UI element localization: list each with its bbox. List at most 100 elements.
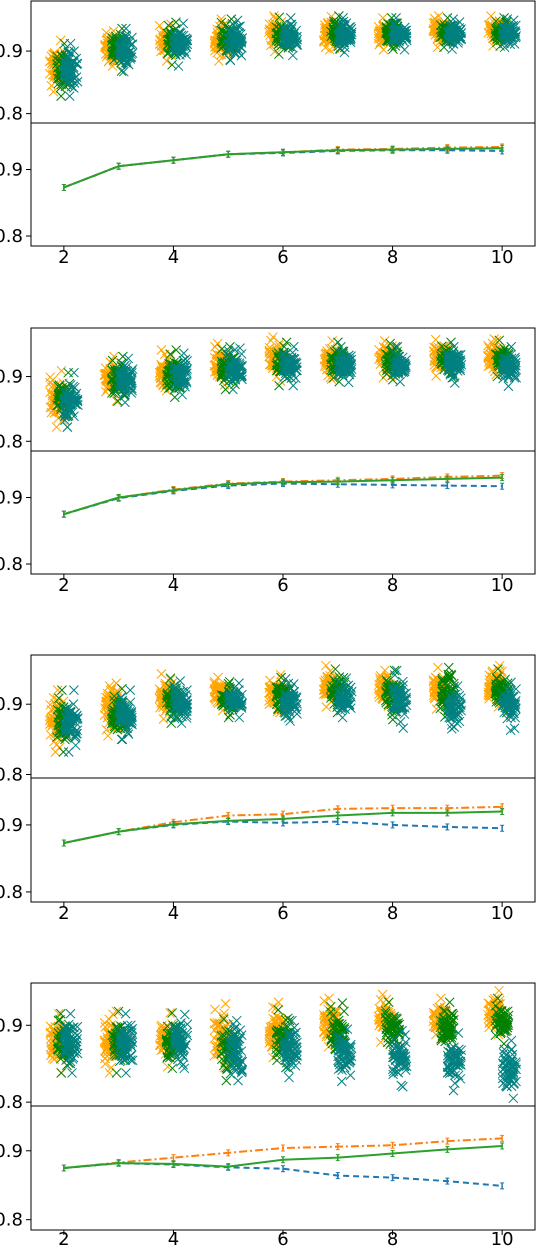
panel-1-scatter-point — [264, 24, 275, 34]
panel-1-scatter-point — [155, 34, 166, 44]
panel-2-scatter-point — [327, 336, 337, 346]
panel-3-scatter-point — [116, 734, 127, 745]
panel-2-scatter-point — [171, 345, 182, 355]
panel-2-scatter-point — [56, 365, 67, 376]
panel-2-scatter-point — [178, 348, 189, 359]
panel-3-scatter-point — [63, 747, 74, 757]
panel-1-scatter-point — [121, 23, 131, 34]
panel-2-line-ytick-label: 0.8 — [0, 554, 23, 575]
panel-3-scatter-point — [505, 725, 516, 736]
panel-3-xtick-label: 8 — [387, 903, 398, 924]
panel-3-scatter-point — [50, 747, 61, 757]
panel-2-series-line — [63, 482, 503, 516]
panel-1-scatter-point — [167, 59, 177, 70]
panel-1-scatter-ytick-label: 0.8 — [0, 104, 23, 125]
panel-2-scatter-point — [503, 381, 514, 392]
panel-2-scatter-point — [395, 376, 406, 387]
panel-1-scatter-frame — [30, 0, 536, 124]
panel-3-line-ytick-label: 0.8 — [0, 882, 23, 903]
panel-2-xtick-label: 10 — [491, 575, 514, 596]
panel-3-scatter-ytick-label: 0.8 — [0, 764, 23, 785]
panel-2-scatter-point — [392, 341, 403, 352]
panel-1-scatter-point — [65, 38, 76, 49]
panel-1-scatter-point — [339, 47, 350, 58]
panel-2-xtick-label: 8 — [387, 575, 398, 596]
panel-3-scatter-point — [387, 714, 398, 725]
panel-3-scatter-point — [176, 718, 187, 729]
panel-1-scatter-ytick-label: 0.9 — [0, 41, 23, 62]
panel-2-scatter-point — [333, 337, 343, 348]
panel-2-scatter-point — [177, 389, 188, 400]
panel-3-scatter-point — [125, 685, 136, 695]
panel-3-scatter-point — [511, 684, 521, 694]
panel-2-scatter-point — [448, 341, 459, 352]
panel-1-xtick-label: 10 — [491, 247, 514, 268]
panel-1-line-ytick-label: 0.9 — [0, 160, 23, 181]
panel-1-xtick-label: 6 — [277, 247, 288, 268]
panel-4-scatter-ytick-label: 0.8 — [0, 1092, 23, 1113]
panel-2-scatter-ytick-label: 0.9 — [0, 367, 23, 388]
panel-3-scatter-point — [234, 678, 244, 688]
panel-2-scatter-ytick-label: 0.8 — [0, 431, 23, 452]
panel-1-scatter-point — [173, 61, 184, 71]
panel-2-scatter-point — [111, 396, 122, 407]
panel-3-line-frame — [30, 777, 536, 903]
panel-2-xtick-label: 4 — [168, 575, 179, 596]
panel-3-scatter-point — [337, 712, 348, 723]
panel-2-scatter-point — [288, 380, 299, 391]
panel-1-scatter-point — [399, 44, 410, 55]
panel-3-xtick-label: 4 — [168, 903, 179, 924]
panel-1-scatter-point — [46, 80, 57, 91]
panel-1-scatter-point — [178, 18, 189, 29]
panel-1-scatter-point — [269, 46, 280, 57]
panel-2-line-frame — [30, 450, 536, 575]
panel-3-scatter-point — [57, 685, 67, 695]
panel-1-scatter-point — [265, 25, 275, 36]
panel-1-scatter-point — [374, 39, 385, 50]
panel-2-scatter-point — [62, 422, 73, 432]
panel-2-scatter-point — [169, 392, 180, 403]
panel-1-scatter-point — [213, 56, 224, 66]
panel-3-scatter-point — [69, 685, 79, 695]
panel-1-scatter-point — [69, 46, 80, 56]
panel-1-scatter-point — [64, 91, 75, 101]
panel-3-scatter-point — [389, 665, 400, 676]
panel-3-scatter-point — [156, 669, 167, 679]
panel-3-xtick-label: 10 — [491, 903, 514, 924]
panel-3-xtick-label: 2 — [58, 903, 69, 924]
panel-3-scatter-point — [321, 660, 331, 671]
panel-2-scatter-point — [431, 371, 441, 381]
panel-3-scatter-point — [321, 702, 332, 712]
panel-1-line-ytick-label: 0.8 — [0, 226, 23, 247]
panel-2-scatter-point — [268, 332, 278, 342]
panel-2-scatter-point — [156, 345, 167, 355]
panel-2-scatter-point — [69, 367, 79, 378]
panel-1-line-frame — [30, 122, 536, 247]
panel-2-xtick-label: 6 — [277, 575, 288, 596]
panel-3-scatter-point — [443, 662, 454, 673]
panel-1-scatter-point — [378, 44, 389, 55]
panel-2-scatter-point — [51, 422, 62, 432]
panel-1-scatter-point — [107, 61, 118, 71]
panel-3-xtick-label: 6 — [277, 903, 288, 924]
panel-3-scatter-point — [58, 747, 69, 757]
panel-3-scatter-point — [125, 697, 136, 708]
panel-1-scatter-point — [48, 86, 59, 97]
panel-1-scatter-point — [71, 53, 82, 64]
panel-3-scatter-ytick-label: 0.9 — [0, 694, 23, 715]
panel-2-xtick-label: 2 — [58, 575, 69, 596]
panel-2-scatter-point — [120, 397, 130, 408]
panel-4-scatter-ytick-label: 0.9 — [0, 1015, 23, 1036]
panel-3-line-ytick-label: 0.9 — [0, 815, 23, 836]
panel-3-scatter-point — [234, 712, 245, 723]
panel-1-scatter-point — [216, 14, 227, 24]
panel-1-xtick-label: 2 — [58, 247, 69, 268]
panel-2-line-ytick-label: 0.9 — [0, 488, 23, 509]
panel-4-scatter-point — [45, 1021, 56, 1032]
panel-3-scatter-point — [213, 672, 223, 683]
panel-1-scatter-point — [285, 13, 296, 23]
panel-1-scatter-point — [324, 44, 335, 55]
panel-2-scatter-point — [212, 338, 223, 349]
panel-3-scatter-point — [288, 679, 299, 689]
